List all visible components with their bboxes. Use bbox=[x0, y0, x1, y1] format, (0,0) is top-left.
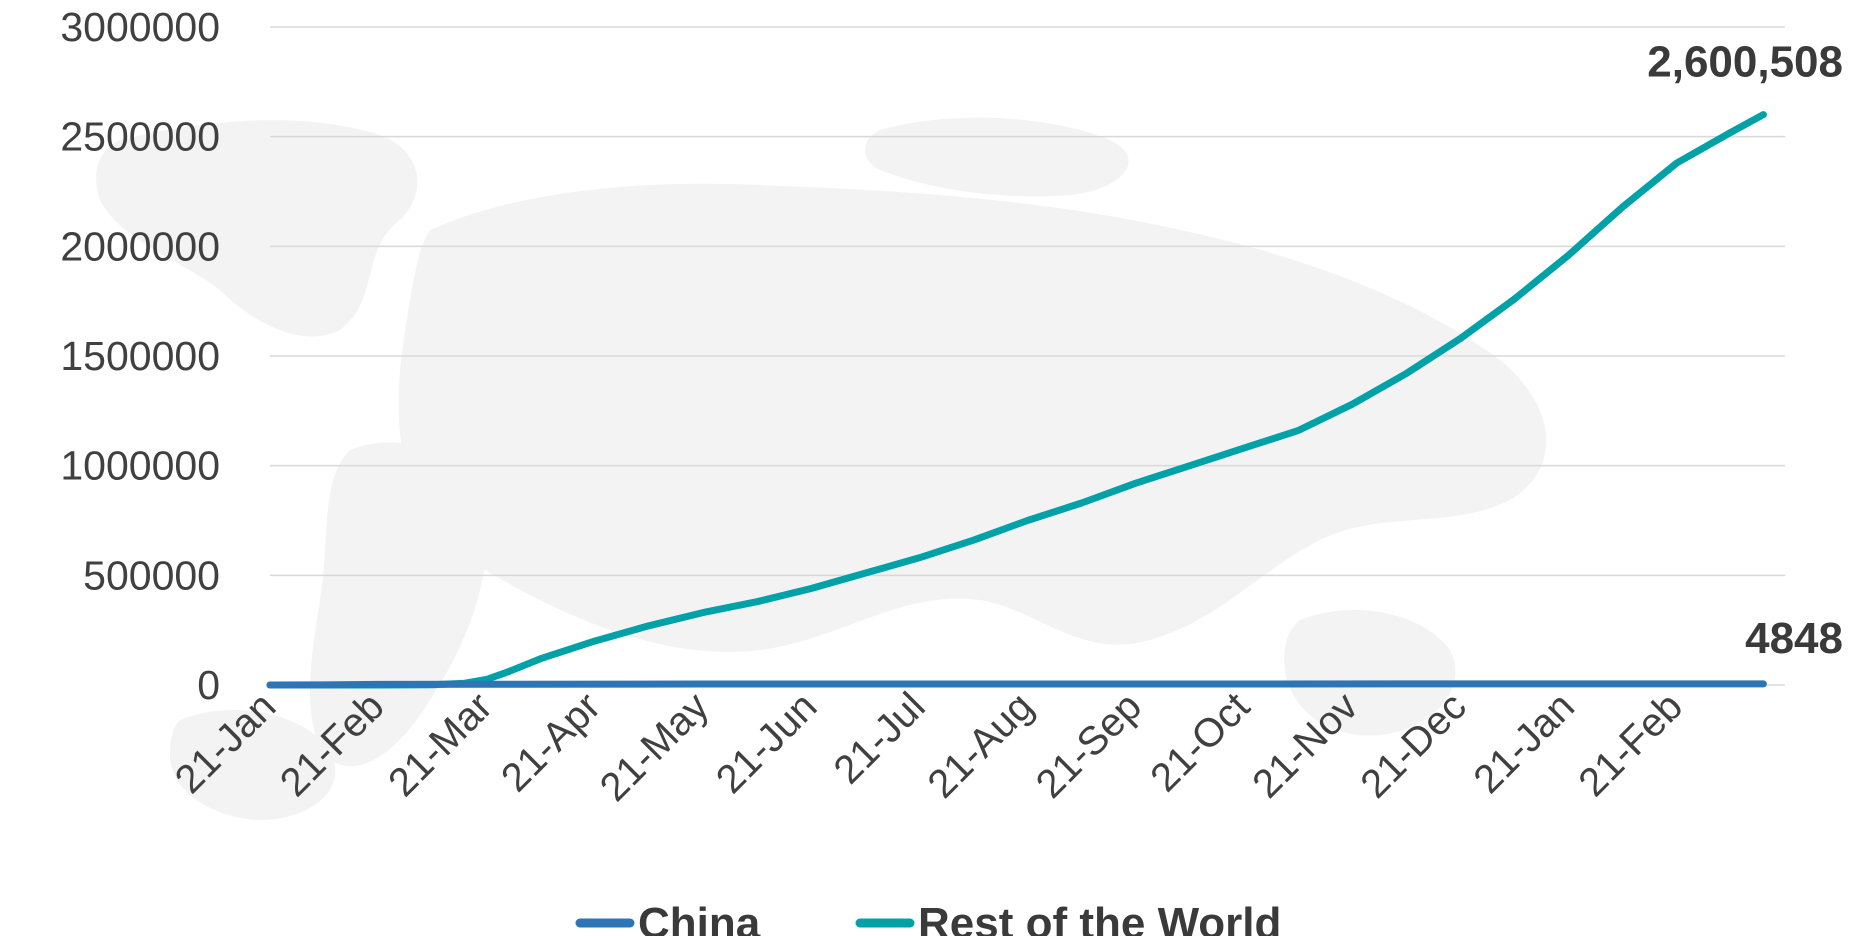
x-tick-label: 21-Jul bbox=[825, 684, 933, 792]
series-line-rest-of-world bbox=[266, 111, 1767, 689]
y-tick-label: 0 bbox=[197, 662, 220, 708]
legend-label-china: China bbox=[638, 899, 761, 936]
gridlines bbox=[270, 26, 1785, 686]
x-tick-label: 21-Apr bbox=[493, 684, 609, 800]
y-tick-label: 2000000 bbox=[60, 223, 220, 269]
end-label-china: 4848 bbox=[1745, 614, 1843, 663]
x-tick-label: 21-Jan bbox=[1465, 684, 1583, 802]
y-axis-ticks: 3000000 2500000 2000000 1500000 1000000 50000… bbox=[60, 4, 220, 708]
end-label-rest-of-world: 2,600,508 bbox=[1647, 38, 1843, 87]
legend: China Rest of the World bbox=[575, 899, 1281, 936]
y-tick-label: 1000000 bbox=[60, 443, 220, 489]
y-tick-label: 500000 bbox=[83, 552, 220, 598]
series-lines bbox=[266, 111, 1767, 689]
y-tick-label: 3000000 bbox=[60, 4, 220, 50]
x-tick-label: 21-Aug bbox=[920, 684, 1042, 806]
y-tick-label: 1500000 bbox=[60, 333, 220, 379]
x-tick-label: 21-Oct bbox=[1142, 684, 1258, 800]
x-tick-label: 21-May bbox=[592, 684, 717, 809]
x-tick-label: 21-Sep bbox=[1028, 684, 1150, 806]
end-labels: 2,600,508 4848 bbox=[1647, 38, 1843, 663]
x-tick-label: 21-Jun bbox=[708, 684, 826, 802]
y-tick-label: 2500000 bbox=[60, 114, 220, 160]
series-line-china bbox=[266, 680, 1767, 689]
x-tick-label: 21-Feb bbox=[1570, 684, 1691, 805]
legend-label-rest-of-world: Rest of the World bbox=[918, 899, 1281, 936]
